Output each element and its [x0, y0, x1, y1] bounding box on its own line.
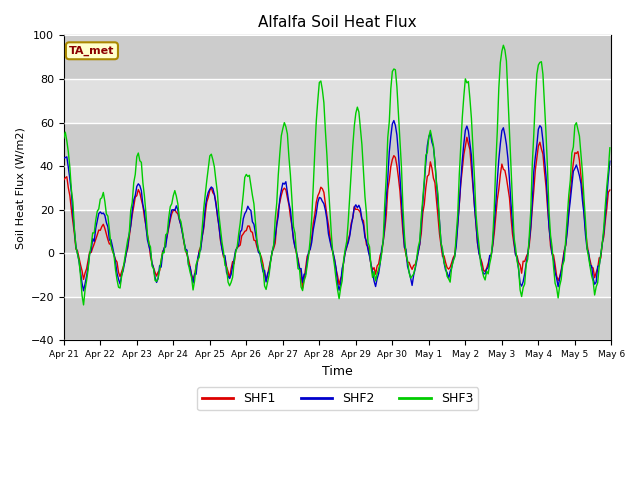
SHF3: [129, 200, 136, 205]
Bar: [64, 210, 611, 253]
SHF1: [606, 187, 614, 193]
SHF1: [579, 188, 586, 193]
SHF1: [127, 223, 134, 229]
SHF2: [224, 273, 232, 279]
SHF2: [252, 230, 259, 236]
Bar: [64, 122, 611, 166]
Legend: SHF1, SHF2, SHF3: SHF1, SHF2, SHF3: [197, 387, 478, 410]
SHF3: [243, 171, 250, 177]
SHF2: [60, 155, 68, 161]
SHF3: [252, 220, 259, 226]
SHF1: [223, 264, 230, 269]
X-axis label: Time: Time: [322, 365, 353, 378]
Line: SHF2: SHF2: [64, 120, 610, 291]
Bar: [64, 297, 611, 340]
Bar: [64, 36, 611, 79]
Line: SHF1: SHF1: [64, 137, 610, 288]
SHF3: [579, 169, 586, 175]
Title: Alfalfa Soil Heat Flux: Alfalfa Soil Heat Flux: [259, 15, 417, 30]
SHF1: [60, 177, 68, 183]
SHF3: [80, 302, 88, 308]
Line: SHF3: SHF3: [64, 45, 610, 305]
SHF2: [243, 208, 250, 214]
SHF1: [300, 276, 308, 282]
SHF2: [129, 208, 136, 214]
SHF3: [224, 279, 232, 285]
SHF1: [250, 237, 258, 243]
Y-axis label: Soil Heat Flux (W/m2): Soil Heat Flux (W/m2): [15, 127, 25, 249]
SHF3: [300, 278, 308, 284]
Text: TA_met: TA_met: [69, 46, 115, 56]
SHF2: [579, 198, 586, 204]
SHF1: [241, 228, 248, 234]
SHF3: [60, 135, 68, 141]
SHF1: [463, 134, 470, 140]
SHF2: [606, 158, 614, 164]
SHF2: [80, 288, 88, 294]
SHF2: [300, 271, 308, 277]
SHF1: [299, 285, 307, 291]
SHF3: [500, 42, 508, 48]
SHF2: [390, 118, 397, 123]
SHF3: [606, 145, 614, 151]
